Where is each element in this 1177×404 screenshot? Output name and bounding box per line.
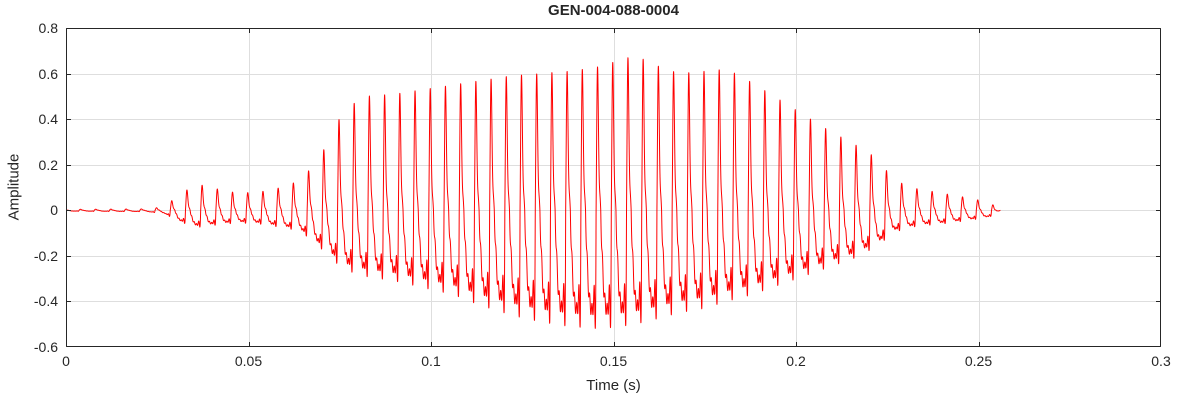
x-tick-label: 0.2	[786, 353, 806, 369]
x-axis-label: Time (s)	[586, 377, 641, 394]
x-tick-label: 0	[62, 353, 70, 369]
y-tick-label: -0.2	[33, 247, 58, 264]
x-tick-label: 0.25	[964, 353, 993, 369]
y-tick-label: 0.4	[38, 111, 58, 128]
y-tick-label: 0.6	[38, 65, 58, 82]
x-tick-label: 0.05	[234, 353, 263, 369]
y-tick-label: 0.8	[38, 20, 58, 36]
y-tick-label: -0.6	[33, 339, 58, 355]
plot-title: GEN-004-088-0004	[548, 2, 679, 19]
x-tick-label: 0.15	[599, 353, 628, 369]
x-tick-label: 0.3	[1151, 353, 1171, 369]
y-tick-label: 0	[50, 202, 58, 219]
waveform-canvas	[66, 28, 1161, 347]
y-tick-label: 0.2	[38, 156, 58, 173]
y-tick-label: -0.4	[33, 293, 58, 310]
x-tick-label: 0.1	[421, 353, 441, 369]
